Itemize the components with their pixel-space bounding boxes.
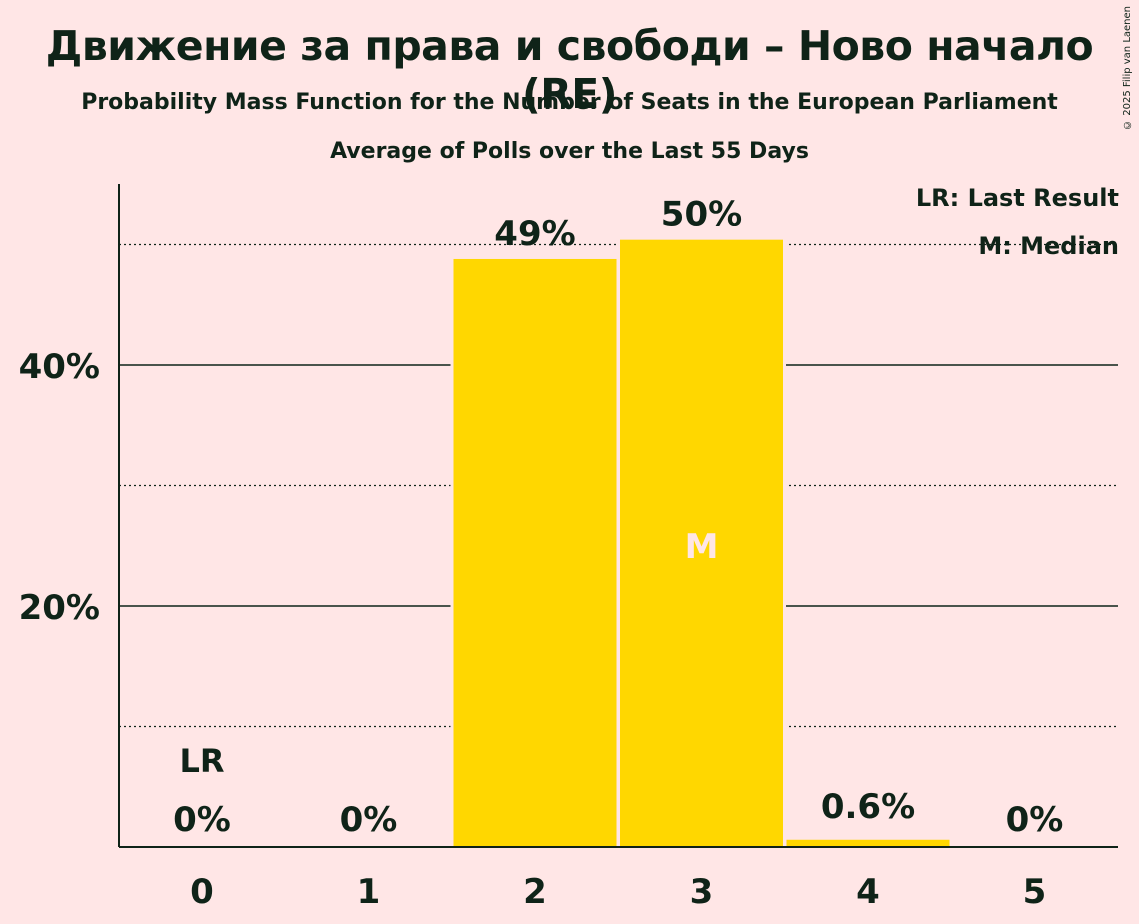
y-tick-label: 20%	[19, 588, 100, 628]
x-tick-label: 1	[357, 872, 381, 912]
y-tick-label: 40%	[19, 347, 100, 387]
value-label: 0%	[340, 800, 398, 840]
value-label: 49%	[494, 214, 575, 254]
value-label: 0%	[173, 800, 231, 840]
x-tick-label: 2	[523, 872, 547, 912]
bar-4	[786, 839, 950, 847]
chart-subtitle-polls: Average of Polls over the Last 55 Days	[330, 139, 809, 164]
legend-last-result: LR: Last Result	[915, 184, 1119, 212]
value-label: 0.6%	[821, 787, 915, 827]
value-label: 50%	[661, 195, 742, 235]
value-label: 0%	[1006, 800, 1064, 840]
x-tick-label: 3	[690, 872, 714, 912]
bar-3	[620, 239, 783, 847]
bar-2	[453, 258, 617, 848]
legend-median: M: Median	[978, 232, 1119, 260]
last-result-marker: LR	[179, 742, 224, 780]
median-marker: M	[685, 527, 719, 567]
x-tick-label: 5	[1023, 872, 1047, 912]
chart-title: Движение за права и свободи – Ново начал…	[45, 22, 1094, 118]
x-tick-label: 4	[856, 872, 880, 912]
x-tick-label: 0	[190, 872, 214, 912]
chart-subtitle: Probability Mass Function for the Number…	[81, 90, 1058, 115]
